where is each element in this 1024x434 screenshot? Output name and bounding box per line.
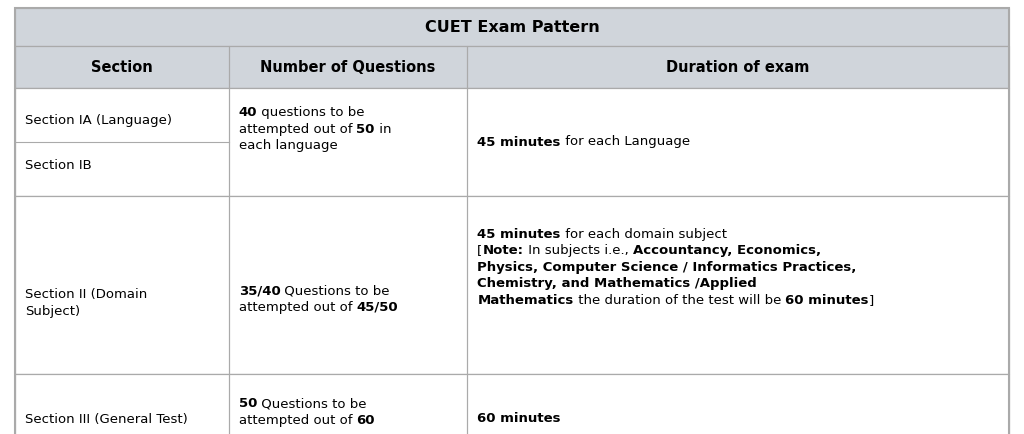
Text: Questions to be: Questions to be bbox=[281, 285, 390, 297]
Text: Questions to be: Questions to be bbox=[257, 397, 367, 410]
Text: In subjects i.e.,: In subjects i.e., bbox=[523, 244, 633, 257]
Text: attempted out of: attempted out of bbox=[239, 122, 356, 135]
Text: Accountancy, Economics,: Accountancy, Economics, bbox=[633, 244, 820, 257]
Text: Section II (Domain: Section II (Domain bbox=[25, 288, 147, 301]
Text: Physics, Computer Science / Informatics Practices,: Physics, Computer Science / Informatics … bbox=[477, 261, 857, 274]
Text: 50: 50 bbox=[356, 122, 375, 135]
Text: 60 minutes: 60 minutes bbox=[477, 412, 561, 425]
Text: CUET Exam Pattern: CUET Exam Pattern bbox=[425, 20, 599, 34]
Text: [: [ bbox=[477, 244, 482, 257]
Text: attempted out of: attempted out of bbox=[239, 301, 356, 314]
Text: for each domain subject: for each domain subject bbox=[561, 228, 727, 241]
Bar bbox=[15, 88, 228, 196]
Text: Duration of exam: Duration of exam bbox=[667, 59, 810, 75]
Text: Number of Questions: Number of Questions bbox=[260, 59, 435, 75]
Text: ]: ] bbox=[868, 294, 873, 307]
Text: 35/40: 35/40 bbox=[239, 285, 281, 297]
Text: 45/50: 45/50 bbox=[356, 301, 398, 314]
Bar bbox=[15, 374, 228, 434]
Text: 60: 60 bbox=[356, 414, 375, 427]
Bar bbox=[228, 196, 467, 374]
Bar bbox=[15, 46, 1009, 88]
Bar bbox=[15, 46, 228, 88]
Text: Section IB: Section IB bbox=[25, 159, 92, 172]
Text: questions to be: questions to be bbox=[257, 106, 365, 119]
Text: Section: Section bbox=[91, 59, 153, 75]
Bar bbox=[228, 46, 467, 88]
Bar bbox=[467, 196, 1009, 374]
Bar bbox=[467, 88, 1009, 196]
Text: in: in bbox=[375, 122, 391, 135]
Text: each language: each language bbox=[239, 139, 338, 152]
Bar bbox=[467, 374, 1009, 434]
Bar bbox=[15, 196, 1009, 374]
Bar bbox=[228, 374, 467, 434]
Text: Section III (General Test): Section III (General Test) bbox=[25, 412, 187, 425]
Bar bbox=[467, 46, 1009, 88]
Bar bbox=[15, 374, 1009, 434]
Text: Note:: Note: bbox=[482, 244, 523, 257]
Text: Section IA (Language): Section IA (Language) bbox=[25, 114, 172, 127]
Bar bbox=[15, 88, 1009, 196]
Text: the duration of the test will be: the duration of the test will be bbox=[573, 294, 785, 307]
Text: Chemistry, and Mathematics /Applied: Chemistry, and Mathematics /Applied bbox=[477, 277, 757, 290]
Bar bbox=[228, 88, 467, 196]
Text: 50: 50 bbox=[239, 397, 257, 410]
Text: Mathematics: Mathematics bbox=[477, 294, 573, 307]
Text: 45 minutes: 45 minutes bbox=[477, 228, 561, 241]
Text: attempted out of: attempted out of bbox=[239, 414, 356, 427]
Text: 40: 40 bbox=[239, 106, 257, 119]
Bar bbox=[15, 196, 228, 374]
Bar bbox=[15, 8, 1009, 46]
Text: for each Language: for each Language bbox=[561, 135, 690, 148]
Text: Subject): Subject) bbox=[25, 305, 80, 318]
Text: 45 minutes: 45 minutes bbox=[477, 135, 561, 148]
Text: 60 minutes: 60 minutes bbox=[785, 294, 868, 307]
